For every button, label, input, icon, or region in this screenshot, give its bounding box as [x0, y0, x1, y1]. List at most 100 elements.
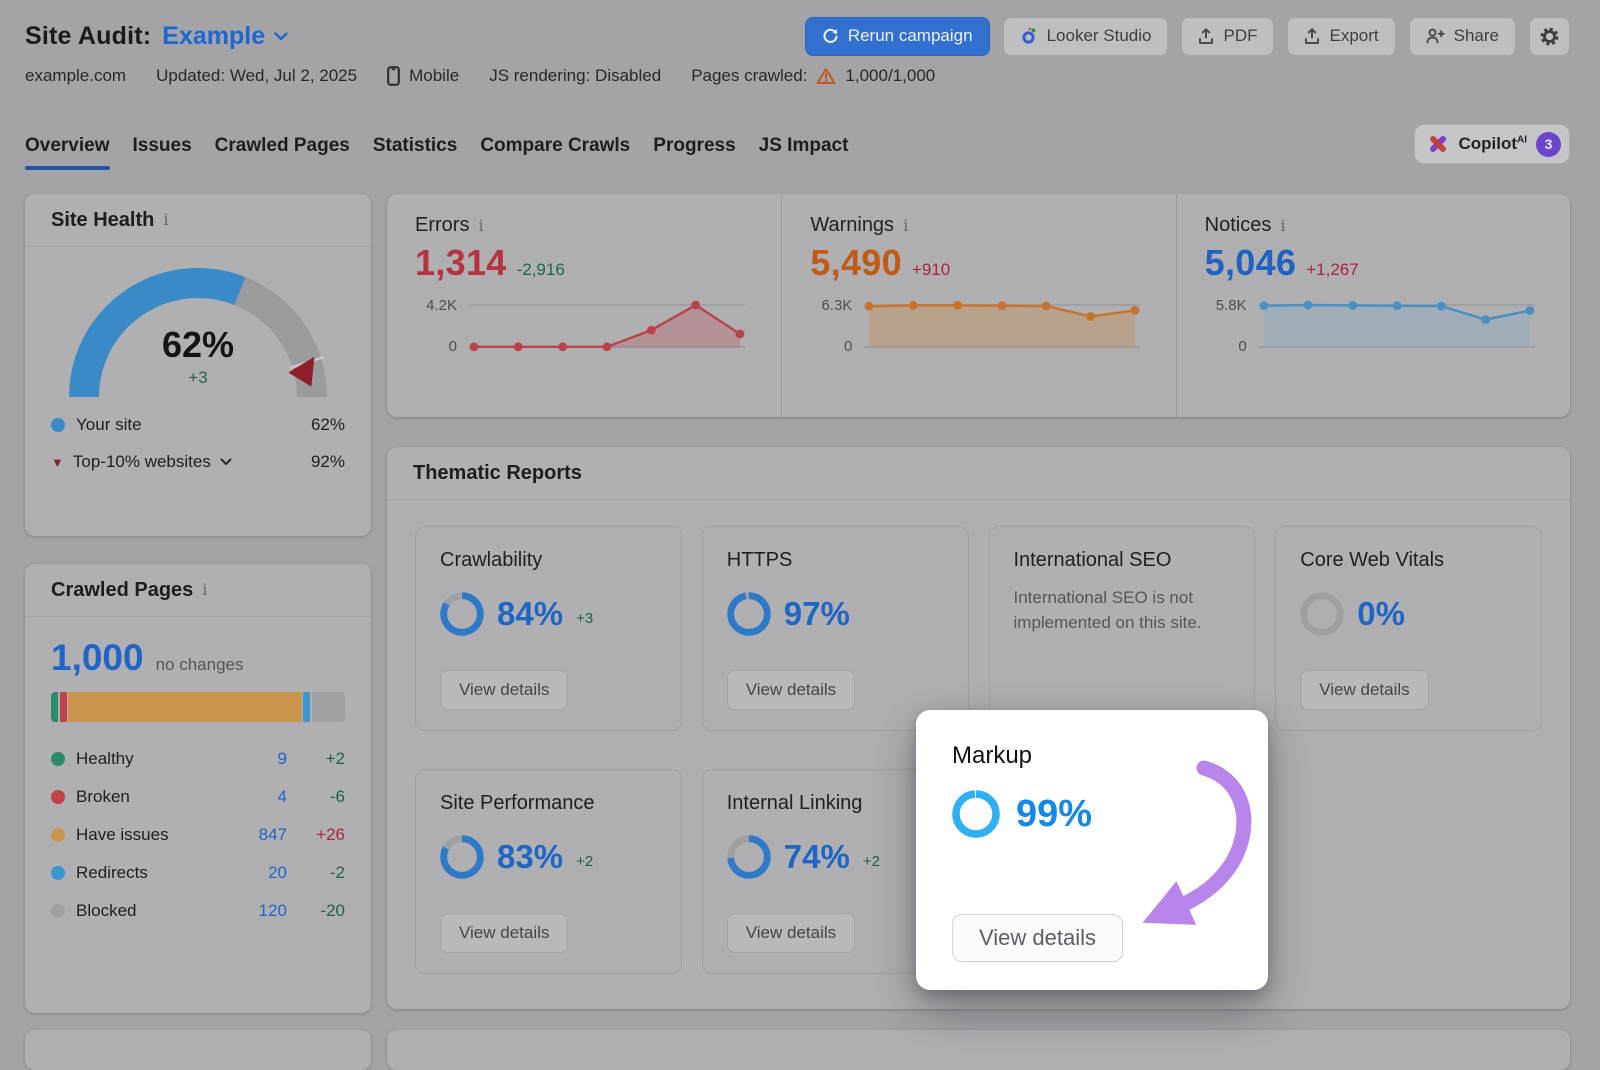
site-performance-donut — [440, 835, 484, 879]
international-seo-title: International SEO — [1013, 549, 1172, 571]
bar-segment-healthy — [51, 692, 58, 722]
pdf-label: PDF — [1223, 26, 1258, 45]
tile-site-performance: Site Performance 83% +2 View details — [415, 769, 682, 974]
healthy-value: 9 — [277, 749, 287, 768]
rerun-campaign-button[interactable]: Rerun campaign — [804, 16, 990, 56]
info-icon[interactable]: i — [1280, 215, 1286, 235]
redirects-value: 20 — [268, 863, 287, 882]
share-label: Share — [1453, 26, 1499, 45]
blocked-dot — [51, 904, 65, 918]
blocked-label: Blocked — [76, 901, 137, 920]
notices-chart: 5.8K 0 — [1205, 295, 1554, 357]
tab-crawled-pages[interactable]: Crawled Pages — [214, 135, 350, 156]
crawled-pages-note: no changes — [155, 655, 244, 674]
internal-linking-donut — [726, 835, 771, 879]
healthy-dot — [51, 752, 65, 766]
warnings-section: Warnings i 5,490 +910 6.3K 0 — [781, 194, 1175, 417]
copilot-label: CopilotAI — [1458, 134, 1527, 153]
refresh-icon — [823, 28, 838, 43]
rerun-campaign-label: Rerun campaign — [847, 26, 973, 45]
crawlability-delta: +3 — [576, 609, 594, 627]
export-label: Export — [1329, 26, 1379, 45]
svg-text:+3: +3 — [188, 368, 207, 387]
notices-sparkline — [1257, 295, 1537, 357]
copilot-badge: 3 — [1536, 131, 1561, 157]
pdf-button[interactable]: PDF — [1181, 16, 1275, 56]
copilot-logo-icon — [1430, 136, 1447, 152]
tab-compare-crawls[interactable]: Compare Crawls — [480, 135, 631, 156]
internal-linking-view-details-button[interactable]: View details — [726, 913, 856, 953]
info-icon[interactable]: i — [478, 215, 484, 235]
benchmark-value: 92% — [310, 452, 345, 471]
site-health-legend-benchmark: ▼ Top-10% websites 92% — [51, 452, 345, 472]
legend-row-healthy[interactable]: Healthy 9 +2 — [51, 740, 345, 778]
tab-progress[interactable]: Progress — [653, 135, 736, 156]
have-issues-delta: +26 — [316, 825, 345, 844]
warning-icon — [816, 67, 836, 85]
warnings-delta: +910 — [911, 260, 951, 279]
pages-crawled: Pages crawled: 1,000/1,000 — [691, 66, 935, 86]
export-button[interactable]: Export — [1287, 16, 1396, 56]
markup-title: Markup — [952, 742, 1033, 769]
chevron-down-icon — [274, 31, 288, 40]
device-label: Mobile — [409, 66, 460, 85]
tab-issues[interactable]: Issues — [132, 135, 192, 156]
internal-linking-percent: 74% — [783, 838, 850, 875]
benchmark-dropdown[interactable]: Top-10% websites — [73, 452, 232, 472]
https-view-details-button[interactable]: View details — [726, 670, 856, 710]
tile-crawlability: Crawlability 84% +3 View details — [415, 526, 682, 731]
settings-button[interactable] — [1529, 16, 1570, 56]
notices-title: Notices — [1204, 214, 1272, 236]
core-web-vitals-donut — [1300, 592, 1345, 636]
tab-statistics[interactable]: Statistics — [372, 135, 458, 156]
project-selector[interactable]: Example — [162, 22, 288, 51]
legend-row-redirects[interactable]: Redirects 20 -2 — [51, 854, 345, 892]
legend-row-have-issues[interactable]: Have issues 847 +26 — [51, 816, 345, 854]
warnings-ymin-label: 0 — [843, 338, 853, 355]
core-web-vitals-title: Core Web Vitals — [1300, 549, 1445, 571]
next-panel-sliver — [387, 1030, 1570, 1070]
healthy-delta: +2 — [325, 749, 345, 768]
https-percent: 97% — [783, 595, 850, 632]
chevron-down-icon — [220, 458, 232, 465]
notices-value[interactable]: 5,046 — [1204, 242, 1297, 283]
warnings-value[interactable]: 5,490 — [810, 242, 902, 283]
internal-linking-title: Internal Linking — [726, 792, 863, 814]
tab-overview[interactable]: Overview — [25, 135, 110, 170]
notices-ymin-label: 0 — [1238, 338, 1247, 355]
warnings-title: Warnings — [810, 214, 895, 236]
site-health-card: Site Health i 62% +3 Your site 62% ▼ — [25, 194, 371, 536]
info-icon[interactable]: i — [903, 215, 909, 235]
site-performance-view-details-button[interactable]: View details — [440, 913, 569, 953]
redirects-dot — [51, 866, 65, 880]
notices-section: Notices i 5,046 +1,267 5.8K 0 — [1175, 194, 1570, 417]
errors-value[interactable]: 1,314 — [415, 242, 507, 283]
legend-row-blocked[interactable]: Blocked 120 -20 — [51, 892, 345, 930]
info-icon[interactable]: i — [202, 580, 208, 599]
tab-js-impact[interactable]: JS Impact — [758, 135, 849, 156]
share-person-icon — [1426, 28, 1445, 44]
crawled-pages-title: Crawled Pages — [51, 578, 194, 601]
info-icon[interactable]: i — [163, 210, 169, 229]
looker-studio-button[interactable]: Looker Studio — [1002, 16, 1169, 56]
warnings-ymax-label: 6.3K — [821, 297, 853, 314]
left-column: Site Health i 62% +3 Your site 62% ▼ — [25, 194, 371, 1070]
share-button[interactable]: Share — [1408, 16, 1516, 56]
crawlability-view-details-button[interactable]: View details — [440, 670, 569, 710]
markup-view-details-button[interactable]: View details — [952, 914, 1123, 962]
pages-crawled-value: 1,000/1,000 — [845, 66, 936, 85]
errors-delta: -2,916 — [516, 260, 565, 279]
legend-row-broken[interactable]: Broken 4 -6 — [51, 778, 345, 816]
benchmark-marker-icon: ▼ — [51, 454, 64, 470]
empty-grid-cell — [1275, 769, 1542, 974]
site-health-title: Site Health — [51, 208, 155, 231]
tile-core-web-vitals: Core Web Vitals 0% View details — [1275, 526, 1542, 731]
copilot-button[interactable]: CopilotAI 3 — [1414, 124, 1570, 164]
errors-ymin-label: 0 — [448, 338, 457, 355]
core-web-vitals-view-details-button[interactable]: View details — [1300, 670, 1429, 710]
international-seo-message: International SEO is not implemented on … — [1013, 588, 1202, 632]
looker-studio-icon — [1021, 27, 1035, 44]
tabs-bar: Overview Issues Crawled Pages Statistics… — [25, 124, 1570, 170]
markup-percent: 99% — [1016, 792, 1093, 835]
bar-segment-blocked — [311, 692, 345, 722]
